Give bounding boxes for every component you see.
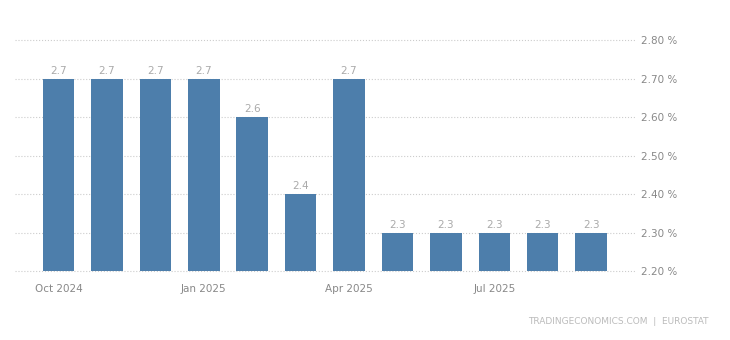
Bar [188,79,220,271]
Bar [43,79,74,271]
Text: 2.7: 2.7 [50,66,67,75]
Text: 2.3: 2.3 [389,220,406,230]
Text: 2.7: 2.7 [99,66,115,75]
Text: 2.6: 2.6 [244,104,261,114]
Text: TRADINGECONOMICS.COM  |  EUROSTAT: TRADINGECONOMICS.COM | EUROSTAT [528,318,708,326]
Text: 2.3: 2.3 [486,220,503,230]
Bar [237,117,268,271]
Bar [382,233,413,271]
Text: 2.3: 2.3 [437,220,454,230]
Text: 2.3: 2.3 [534,220,551,230]
Text: 2.3: 2.3 [583,220,599,230]
Text: 2.4: 2.4 [292,181,309,191]
Text: 2.7: 2.7 [341,66,358,75]
Text: 2.7: 2.7 [147,66,164,75]
Bar [575,233,607,271]
Bar [139,79,171,271]
Bar [334,79,365,271]
Bar [479,233,510,271]
Bar [91,79,123,271]
Text: 2.7: 2.7 [196,66,212,75]
Bar [430,233,461,271]
Bar [527,233,558,271]
Bar [285,194,316,271]
